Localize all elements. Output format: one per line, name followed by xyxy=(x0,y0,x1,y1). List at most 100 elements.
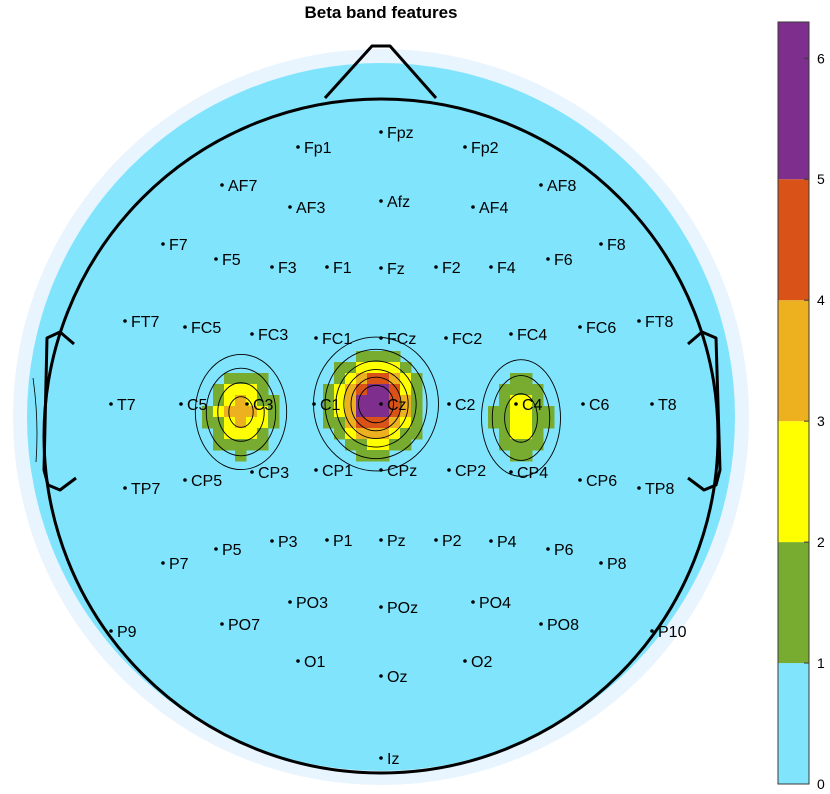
heat-cell xyxy=(213,384,225,396)
electrode-label: CP2 xyxy=(455,463,486,480)
electrode-label: P9 xyxy=(117,624,137,641)
electrode-dot xyxy=(250,332,254,336)
heat-cell xyxy=(224,428,236,440)
heat-cell xyxy=(268,417,280,429)
electrode-dot xyxy=(314,468,318,472)
heat-cell xyxy=(345,406,357,418)
electrode-label: AF4 xyxy=(479,200,508,217)
heat-cell xyxy=(257,384,269,396)
electrode-layer: Fpz Fp1 Fp2 AF7 AF3 Afz AF4 AF8 F7 F5 F3 F1 Fz F2 F4 F6… xyxy=(109,125,687,768)
heat-cell xyxy=(521,428,533,440)
electrode-dot xyxy=(379,605,383,609)
heat-cell xyxy=(389,384,401,396)
colorbar-bins xyxy=(778,22,809,784)
heat-cell xyxy=(543,406,555,418)
electrode-dot xyxy=(578,325,582,329)
heat-cell xyxy=(400,395,412,407)
heat-cell xyxy=(224,395,236,407)
electrode-label: F2 xyxy=(442,260,461,277)
heat-cell xyxy=(389,428,401,440)
heat-cell xyxy=(334,384,346,396)
colorbar-frame xyxy=(777,21,810,785)
electrode-label: P6 xyxy=(554,542,574,559)
electrode-dot xyxy=(539,622,543,626)
heat-cell xyxy=(268,406,280,418)
heat-cell xyxy=(389,373,401,385)
heat-cell xyxy=(356,406,368,418)
heat-cell xyxy=(224,406,236,418)
contour-line xyxy=(228,396,254,428)
heat-cell xyxy=(356,395,368,407)
head-map: Fpz Fp1 Fp2 AF7 AF3 Afz AF4 AF8 F7 F5 F3 F1 Fz F2 F4 F6… xyxy=(13,44,749,785)
electrode-label: F4 xyxy=(497,260,516,277)
heat-cell xyxy=(246,373,258,385)
heat-cell xyxy=(235,417,247,429)
electrode-label: Fpz xyxy=(387,125,414,142)
heat-cell xyxy=(367,450,379,462)
heat-cell xyxy=(499,439,511,451)
chart-title: Beta band features xyxy=(304,3,457,22)
electrode-dot xyxy=(471,205,475,209)
colorbar-tick-label: 6 xyxy=(817,50,825,66)
electrode-dot xyxy=(183,478,187,482)
heat-cell xyxy=(389,362,401,374)
heat-cell xyxy=(224,417,236,429)
electrode-label: FC3 xyxy=(258,327,288,344)
electrode-label: Pz xyxy=(387,533,406,550)
electrode-label: TP8 xyxy=(645,481,674,498)
electrode-label: F1 xyxy=(333,260,352,277)
colorbar-tick-label: 0 xyxy=(817,776,825,792)
heat-cell xyxy=(499,395,511,407)
electrode-label: TP7 xyxy=(131,481,160,498)
electrode-label: P3 xyxy=(278,534,298,551)
electrode-label: CP5 xyxy=(191,473,222,490)
heat-cell xyxy=(510,406,522,418)
heat-cell xyxy=(532,439,544,451)
electrode-label: P4 xyxy=(497,534,517,551)
heat-cell xyxy=(400,439,412,451)
electrode-label: C4 xyxy=(522,397,543,414)
electrode-label: PO3 xyxy=(296,595,328,612)
electrode-label: F8 xyxy=(607,237,626,254)
electrode-label: FCz xyxy=(387,331,416,348)
heat-cell xyxy=(378,362,390,374)
electrode-dot xyxy=(650,629,654,633)
heat-cell xyxy=(224,439,236,451)
electrode-dot xyxy=(296,659,300,663)
heat-cell xyxy=(378,406,390,418)
electrode-label: CP3 xyxy=(258,465,289,482)
electrode-label: P7 xyxy=(169,556,189,573)
electrode-label: P10 xyxy=(658,624,687,641)
electrode-label: FC5 xyxy=(191,320,221,337)
heat-cell xyxy=(532,406,544,418)
heat-cell xyxy=(356,373,368,385)
colorbar-tick-label: 3 xyxy=(817,413,825,429)
contour-line xyxy=(194,353,288,471)
left-ear-inner-line xyxy=(32,377,38,463)
contour-line xyxy=(350,376,402,432)
electrode-label: Oz xyxy=(387,669,407,686)
heat-cell xyxy=(521,450,533,462)
electrode-label: CP4 xyxy=(517,465,548,482)
electrode-label: T8 xyxy=(658,397,677,414)
heat-cell xyxy=(543,417,555,429)
electrode-dot xyxy=(489,539,493,543)
contour-line xyxy=(343,369,409,439)
electrode-dot xyxy=(379,266,383,270)
electrode-label: PO7 xyxy=(228,617,260,634)
heat-cell xyxy=(532,395,544,407)
electrode-label: T7 xyxy=(117,397,136,414)
heat-cell xyxy=(411,395,423,407)
colorbar-tick-label: 2 xyxy=(817,534,825,550)
heat-cell xyxy=(224,373,236,385)
heat-cell xyxy=(345,384,357,396)
colorbar-bin xyxy=(778,179,809,301)
electrode-dot xyxy=(214,547,218,551)
electrode-dot xyxy=(325,538,329,542)
contour-line xyxy=(217,382,265,442)
heat-cell xyxy=(521,395,533,407)
electrode-dot xyxy=(447,468,451,472)
contour-lines xyxy=(194,336,561,477)
heat-cell xyxy=(367,395,379,407)
electrode-dot xyxy=(183,325,187,329)
